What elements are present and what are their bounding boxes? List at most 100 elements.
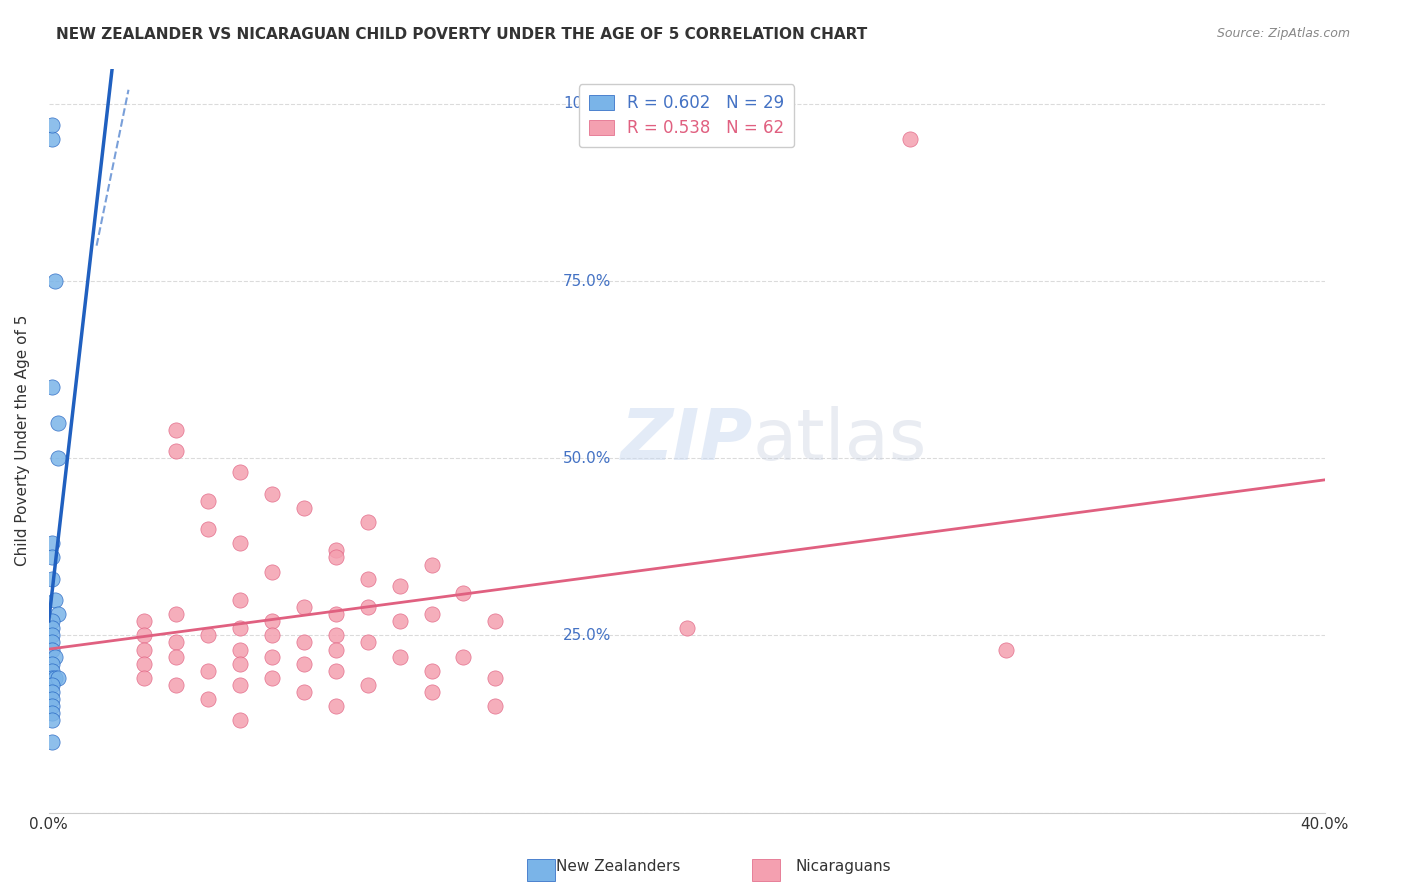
Point [197,628,219,642]
Text: Nicaraguans: Nicaraguans [796,859,891,874]
Point [357,600,380,615]
Point [41,671,63,685]
Point [484,614,506,628]
Point [388,614,411,628]
Point [229,714,252,728]
Point [292,500,315,515]
Point [44,274,66,288]
Text: New Zealanders: New Zealanders [557,859,681,874]
Point [46,607,69,621]
Point [46,416,69,430]
Point [453,586,475,600]
Point [229,657,252,671]
Point [165,444,187,458]
Point [325,543,347,558]
Point [41,572,63,586]
Text: Source: ZipAtlas.com: Source: ZipAtlas.com [1216,27,1350,40]
Point [898,132,921,146]
Point [420,558,443,572]
Text: 75.0%: 75.0% [562,274,612,289]
Point [229,621,252,635]
Point [292,657,315,671]
Point [41,657,63,671]
Point [325,664,347,678]
Point [357,572,380,586]
Point [292,600,315,615]
Point [292,635,315,649]
Point [41,685,63,699]
Point [41,621,63,635]
Point [41,118,63,132]
Point [134,614,156,628]
Point [229,593,252,607]
Y-axis label: Child Poverty Under the Age of 5: Child Poverty Under the Age of 5 [15,315,30,566]
Text: 25.0%: 25.0% [562,628,612,643]
Point [420,664,443,678]
Point [260,671,283,685]
Point [46,451,69,466]
Point [229,536,252,550]
Point [41,699,63,714]
Point [484,671,506,685]
Point [41,635,63,649]
Point [165,678,187,692]
Point [165,423,187,437]
Point [357,515,380,529]
Point [260,614,283,628]
Point [260,565,283,579]
Point [325,642,347,657]
Point [453,649,475,664]
Point [197,692,219,706]
Point [41,706,63,721]
Point [134,628,156,642]
Point [165,635,187,649]
Point [41,692,63,706]
Point [357,678,380,692]
Point [134,657,156,671]
Point [229,466,252,480]
Point [197,493,219,508]
Point [325,628,347,642]
Point [134,671,156,685]
Point [44,649,66,664]
Point [41,714,63,728]
Point [44,593,66,607]
Point [41,550,63,565]
Point [197,664,219,678]
Point [260,486,283,500]
Point [994,642,1017,657]
Point [420,685,443,699]
Point [388,649,411,664]
Point [41,536,63,550]
Text: 100.0%: 100.0% [562,96,621,112]
Point [44,671,66,685]
Text: 50.0%: 50.0% [562,450,612,466]
Point [388,579,411,593]
Text: NEW ZEALANDER VS NICARAGUAN CHILD POVERTY UNDER THE AGE OF 5 CORRELATION CHART: NEW ZEALANDER VS NICARAGUAN CHILD POVERT… [56,27,868,42]
Legend: R = 0.602   N = 29, R = 0.538   N = 62: R = 0.602 N = 29, R = 0.538 N = 62 [579,84,794,147]
Point [675,621,697,635]
Point [325,607,347,621]
Point [197,522,219,536]
Point [41,380,63,394]
Point [41,664,63,678]
Point [41,132,63,146]
Point [260,649,283,664]
Text: ZIP: ZIP [620,406,752,475]
Point [134,642,156,657]
Point [46,671,69,685]
Point [260,628,283,642]
Point [325,699,347,714]
Point [420,607,443,621]
Point [325,550,347,565]
Point [484,699,506,714]
Point [292,685,315,699]
Point [41,628,63,642]
Point [41,678,63,692]
Point [41,734,63,748]
Point [41,614,63,628]
Point [229,678,252,692]
Point [41,642,63,657]
Point [165,607,187,621]
Point [357,635,380,649]
